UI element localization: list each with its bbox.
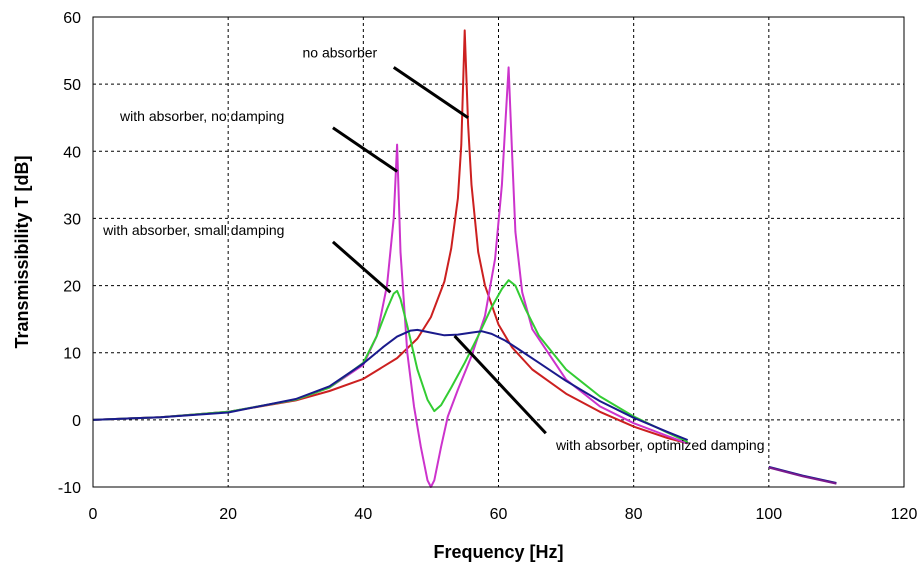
x-axis-label: Frequency [Hz] <box>433 542 563 562</box>
annotation-label-1: no absorber <box>303 44 378 60</box>
y-tick-label: 10 <box>63 346 81 363</box>
y-tick-label: -10 <box>58 480 81 497</box>
x-tick-label: 40 <box>354 506 372 523</box>
x-tick-label: 0 <box>89 506 98 523</box>
series-line-2 <box>92 66 689 488</box>
series-line-6 <box>768 466 837 485</box>
series-lines <box>92 29 837 488</box>
series-line-4 <box>92 328 689 441</box>
annotation-pointer-4 <box>453 334 547 435</box>
plot-area-border <box>92 16 905 488</box>
annotation-label-4: with absorber, optimized damping <box>555 437 765 453</box>
y-axis-label: Transmissibility T [dB] <box>12 155 32 348</box>
tick-labels: 0 20 40 60 80 100 120 -10 0 10 20 30 40 50 60 <box>58 10 918 523</box>
y-tick-label: 60 <box>63 10 81 27</box>
plot-frame <box>92 16 905 488</box>
y-tick-label: 0 <box>72 413 81 430</box>
annotation-label-3: with absorber, small damping <box>102 222 284 238</box>
y-tick-label: 50 <box>63 77 81 94</box>
annotation-pointer-3 <box>331 240 392 294</box>
grid <box>93 17 904 487</box>
series-line-1 <box>92 29 688 445</box>
y-tick-label: 30 <box>63 211 81 228</box>
x-tick-label: 60 <box>490 506 508 523</box>
y-tick-label: 20 <box>63 279 81 296</box>
y-tick-label: 40 <box>63 144 81 161</box>
x-tick-label: 100 <box>755 506 782 523</box>
annotation-pointer-2 <box>332 126 398 173</box>
x-tick-label: 80 <box>625 506 643 523</box>
x-tick-label: 20 <box>219 506 237 523</box>
annotation-label-2: with absorber, no damping <box>119 108 284 124</box>
annotations: no absorber with absorber, no damping with… <box>102 44 764 453</box>
x-tick-label: 120 <box>891 506 918 523</box>
annotation-pointer-1 <box>392 66 469 119</box>
